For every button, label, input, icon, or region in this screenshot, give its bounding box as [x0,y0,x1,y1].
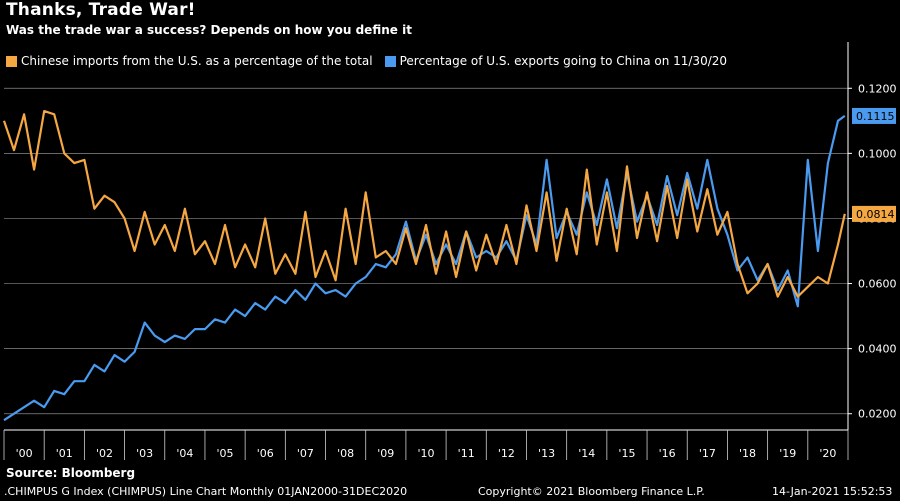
last-value-badge-exports-text: 0.1115 [856,110,895,123]
x-tick-label: '08 [337,447,354,460]
x-tick-label: '01 [56,447,73,460]
series-line-exports [3,115,846,422]
x-tick-label: '00 [16,447,33,460]
x-tick-label: '10 [417,447,434,460]
y-tick-label: 0.0400 [858,343,897,356]
x-tick-label: '05 [217,447,234,460]
footer-bar: .CHIMPUS G Index (CHIMPUS) Line Chart Mo… [0,485,900,501]
legend-label-exports: Percentage of U.S. exports going to Chin… [399,54,728,68]
x-tick-label: '06 [257,447,274,460]
source-note: Source: Bloomberg [6,466,136,480]
footer-timestamp: 14-Jan-2021 15:52:53 [772,485,893,498]
x-tick-label: '19 [779,447,796,460]
last-value-badge-imports-text: 0.0814 [856,208,895,221]
x-tick-label: '02 [96,447,113,460]
legend-item-imports: Chinese imports from the U.S. as a perce… [6,54,373,68]
footer-index-info: .CHIMPUS G Index (CHIMPUS) Line Chart Mo… [4,485,408,498]
x-tick-label: '09 [377,447,394,460]
x-tick-label: '18 [739,447,756,460]
x-tick-label: '11 [458,447,475,460]
x-tick-label: '16 [659,447,676,460]
x-tick-label: '12 [498,447,515,460]
x-tick-label: '17 [699,447,716,460]
chart-subtitle: Was the trade war a success? Depends on … [6,23,412,37]
legend-swatch-exports [384,55,396,67]
x-tick-label: '13 [538,447,555,460]
y-tick-label: 0.1000 [858,147,897,160]
legend-swatch-imports [6,55,17,67]
last-value-badge-imports [852,205,896,222]
last-value-badge-exports [852,107,896,124]
chart-title: Thanks, Trade War! [6,0,196,20]
y-tick-label: 0.0600 [858,278,897,291]
footer-copyright: Copyright© 2021 Bloomberg Finance L.P. [478,485,705,498]
legend-label-imports: Chinese imports from the U.S. as a perce… [21,54,373,68]
y-tick-label: 0.1200 [858,82,897,95]
legend: Chinese imports from the U.S. as a perce… [6,54,739,68]
series-line-imports [2,109,846,298]
x-tick-label: '03 [136,447,153,460]
y-tick-label: 0.0200 [858,408,897,421]
legend-item-exports: Percentage of U.S. exports going to Chin… [384,54,728,68]
x-tick-label: '15 [618,447,635,460]
x-tick-label: '20 [819,447,836,460]
x-tick-label: '04 [176,447,193,460]
x-tick-label: '14 [578,447,595,460]
x-tick-label: '07 [297,447,314,460]
